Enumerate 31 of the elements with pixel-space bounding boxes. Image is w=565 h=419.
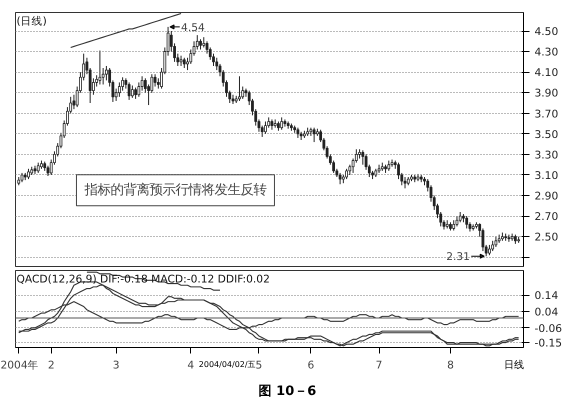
x-tick-label: 4 — [187, 358, 194, 372]
y-tick-label: 3.50 — [534, 128, 558, 141]
x-tick-label: 6 — [307, 358, 314, 372]
x-tick-label: 2004年 — [0, 358, 39, 372]
annotation: 4.54 — [181, 20, 205, 34]
x-tick-label: 5 — [256, 358, 262, 372]
caption: 图 10－6 — [258, 383, 316, 401]
y-tick-label: -0.06 — [534, 322, 562, 335]
x-tick-label: 3 — [112, 358, 120, 372]
y-tick-label: 2.90 — [534, 190, 558, 203]
chart-title: QACD(12,26,9) DIF:-0.18 MACD:-0.12 DDIF:0.02 — [16, 272, 270, 286]
y-tick-label: 2.50 — [534, 230, 558, 244]
y-tick-label: 3.30 — [534, 148, 558, 162]
y-tick-label: -0.15 — [534, 336, 562, 350]
y-tick-label: 4.10 — [534, 66, 558, 80]
y-tick-label: 3.10 — [534, 168, 558, 182]
text: 日线 — [504, 359, 524, 373]
text: 2004/04/02/五 — [198, 359, 256, 370]
chart-title: (日线) — [16, 14, 47, 28]
y-tick-label: 0.14 — [534, 289, 558, 302]
x-tick-label: 2 — [48, 358, 55, 372]
x-tick-label: 8 — [447, 358, 454, 372]
annotation: 2.31 — [446, 250, 470, 264]
annotation: 指标的背离预示行情将发生反转 — [83, 182, 266, 198]
y-tick-label: 2.70 — [534, 210, 558, 224]
y-tick-label: 0.04 — [534, 305, 558, 318]
y-tick-label: 4.30 — [534, 46, 558, 59]
y-tick-label: 3.90 — [534, 86, 558, 100]
y-tick-label: 4.50 — [534, 25, 558, 38]
y-tick-label: 3.70 — [534, 107, 558, 120]
x-tick-label: 7 — [376, 358, 382, 372]
